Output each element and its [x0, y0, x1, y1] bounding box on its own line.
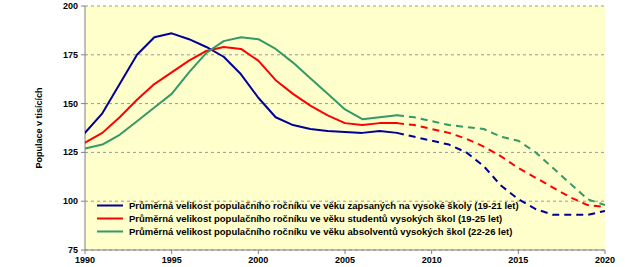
grid-line: [85, 152, 605, 153]
legend-swatch: [97, 218, 123, 220]
x-tick: [258, 250, 259, 254]
x-tick: [171, 250, 172, 254]
legend-label: Průměrná velikost populačního ročníku ve…: [129, 213, 502, 224]
x-tick: [431, 250, 432, 254]
legend-label: Průměrná velikost populačního ročníku ve…: [129, 200, 519, 211]
series-line: [397, 115, 605, 205]
y-tick: [81, 54, 85, 55]
lines: [85, 33, 605, 215]
legend: Průměrná velikost populačního ročníku ve…: [97, 200, 519, 237]
x-tick: [345, 250, 346, 254]
y-axis-label: Populace v tisících: [34, 87, 44, 168]
legend-label: Průměrná velikost populačního ročníku ve…: [129, 226, 512, 237]
y-tick-label: 200: [63, 1, 78, 11]
x-tick-label: 2020: [595, 255, 615, 265]
grid-line: [85, 54, 605, 55]
y-axis: [85, 6, 86, 250]
legend-swatch: [97, 205, 123, 207]
x-tick-label: 1995: [162, 255, 182, 265]
grid-line: [85, 6, 605, 7]
y-tick-label: 125: [63, 147, 78, 157]
x-tick: [518, 250, 519, 254]
y-tick-label: 175: [63, 50, 78, 60]
plot-background: [85, 6, 605, 250]
y-tick-label: 75: [68, 245, 78, 255]
y-tick: [81, 6, 85, 7]
x-tick-label: 2005: [335, 255, 355, 265]
y-tick-label: 150: [63, 99, 78, 109]
y-tick: [81, 201, 85, 202]
y-tick-label: 100: [63, 196, 78, 206]
chart-root: 75 100 125 150 175 200 1990 1995 2000 2005 2010 201…: [0, 0, 625, 267]
legend-swatch: [97, 231, 123, 233]
x-tick-label: 2000: [248, 255, 268, 265]
grid-line: [85, 103, 605, 104]
x-tick: [605, 250, 606, 254]
series-line: [397, 123, 605, 207]
x-tick-label: 2015: [508, 255, 528, 265]
x-tick-label: 1990: [75, 255, 95, 265]
x-tick-label: 2010: [422, 255, 442, 265]
chart-svg: 75 100 125 150 175 200 1990 1995 2000 2005 2010 201…: [0, 0, 625, 267]
series-line: [85, 37, 397, 148]
y-tick: [81, 103, 85, 104]
series-line: [85, 47, 397, 143]
y-tick: [81, 152, 85, 153]
x-tick: [85, 250, 86, 254]
y-tick: [81, 250, 85, 251]
